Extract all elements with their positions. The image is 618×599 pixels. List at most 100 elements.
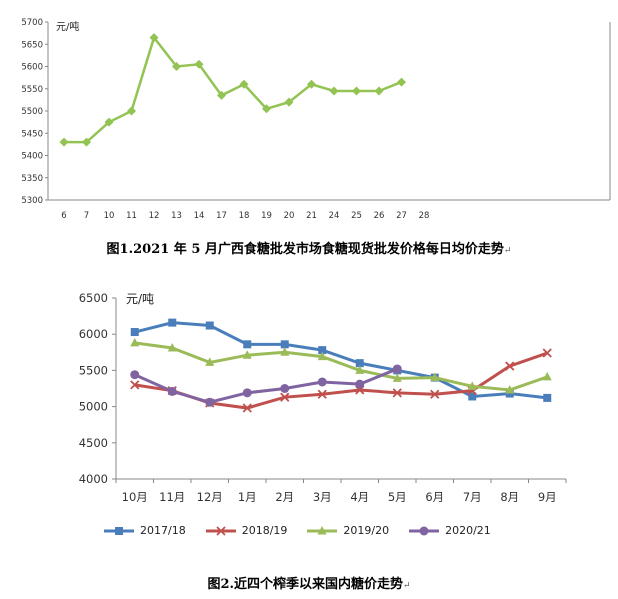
data-point [243,340,252,349]
y-tick-label: 5700 [21,18,43,28]
x-tick-label: 7 [84,211,89,221]
x-tick-label: 6 [61,211,66,221]
data-point [397,77,406,87]
data-point [355,359,364,368]
x-tick-label: 17 [216,211,227,221]
x-tick-label: 13 [171,211,182,221]
x-tick-label: 2月 [275,490,294,504]
data-point [59,137,69,147]
figure-1-caption: 图1.2021 年 5 月广西食糖批发市场食糖现货批发价格每日均价走势↵ [106,242,512,257]
chart-2-legend: 2017/18 2018/19 2019/20 2020/21 [104,524,491,537]
data-point [205,397,215,407]
data-point [374,86,384,96]
unit-label: 元/吨 [56,20,79,33]
data-point [284,97,294,107]
x-tick-label: 1月 [238,490,257,504]
y-tick-label: 5600 [21,63,43,73]
data-point [167,342,177,352]
x-tick-label: 18 [239,211,250,221]
data-point [262,104,271,114]
series-line-2020-21 [134,367,398,404]
y-tick-label: 5500 [79,363,108,377]
y-tick-label: 5450 [21,129,43,139]
data-point [355,365,365,374]
data-point [317,389,327,399]
data-point [217,90,226,100]
data-point [355,379,365,389]
data-point [505,384,515,394]
data-point [167,386,177,396]
legend-label: 2018/19 [241,524,288,537]
data-point [430,389,440,399]
data-point [242,388,252,398]
chart-1: 5300 5350 5400 5450 5500 5550 5600 5650 5700 6 7 10… [21,18,611,221]
legend-item: 2019/20 [307,524,389,537]
x-tick-label: 26 [374,211,385,221]
data-point [172,62,181,71]
y-tick-label: 6500 [79,291,108,305]
data-point [149,33,159,43]
legend-item: 2020/21 [409,524,491,537]
data-point [392,364,402,374]
x-tick-label: 25 [351,211,362,221]
data-point [317,351,327,361]
data-point [127,106,136,116]
data-point [505,361,515,371]
legend-marker [115,526,123,535]
return-mark: ↵ [503,246,512,256]
y-tick-label: 5400 [21,152,43,162]
data-point [392,388,402,398]
x-tick-label: 27 [396,211,407,221]
series-line-2019-20 [134,341,548,392]
data-point [205,321,214,330]
y-tick-label: 5550 [21,85,43,95]
return-mark: ↵ [403,581,411,591]
y-tick-label: 5350 [21,174,43,184]
x-tick-label: 3月 [313,490,332,504]
legend-swatch [205,525,236,536]
x-tick-label: 12月 [197,490,223,504]
x-tick-label: 6月 [425,490,444,504]
y-tick-label: 4000 [79,472,108,486]
data-point [280,392,290,402]
x-tick-label: 4月 [350,490,369,504]
data-point [317,377,327,387]
series-line-2017-18 [134,321,548,400]
y-tick-label: 4500 [79,436,108,450]
x-tick-label: 14 [194,211,205,221]
data-point [543,393,552,402]
legend-swatch [104,526,134,535]
data-point [542,348,552,358]
data-point [130,370,140,380]
x-tick-label: 11月 [159,490,185,504]
x-tick-label: 5月 [388,490,407,504]
x-tick-label: 8月 [500,490,519,504]
data-point [168,318,177,327]
data-point [468,392,477,401]
y-tick-label: 6000 [79,327,108,341]
x-tick-label: 11 [126,211,137,221]
y-tick-label: 5300 [21,196,43,206]
x-tick-label: 9月 [538,490,557,504]
legend-label: 2017/18 [140,524,186,537]
data-point [82,137,91,147]
data-point [329,86,339,96]
data-point [352,86,361,96]
x-tick-label: 12 [149,211,160,221]
y-tick-label: 5650 [21,40,43,50]
x-tick-label: 7月 [463,490,482,504]
y-tick-label: 5500 [21,107,43,117]
x-tick-label: 10 [104,211,115,221]
legend-marker [419,526,429,535]
data-point [130,380,140,390]
series-line [64,34,402,144]
legend-marker [317,525,327,534]
data-point [280,384,290,393]
data-point [242,403,252,413]
y-tick-label: 5000 [79,400,108,414]
data-point [104,117,114,127]
legend-label: 2020/21 [445,524,491,537]
x-tick-label: 28 [419,211,430,221]
legend-label: 2019/20 [343,524,390,537]
